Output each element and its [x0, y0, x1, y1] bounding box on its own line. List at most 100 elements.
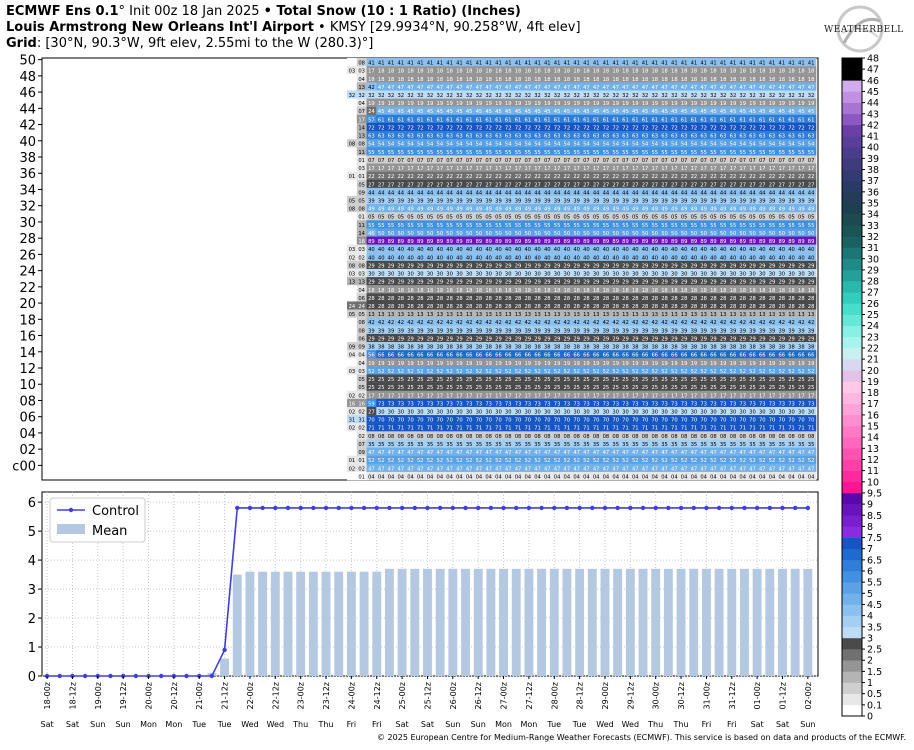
ensemble-cell [718, 66, 729, 75]
ensemble-cell-value: 29 [603, 280, 610, 286]
ensemble-cell [347, 471, 358, 481]
ensemble-cell-value: 61 [798, 117, 805, 123]
ensemble-cell [649, 66, 660, 75]
ensemble-cell-value: 22 [544, 174, 551, 180]
ensemble-cell-value: 39 [564, 198, 571, 204]
ensemble-cell-value: 25 [437, 385, 444, 391]
ensemble-cell-value: 30 [417, 409, 424, 415]
ensemble-cell-value: 27 [505, 182, 512, 188]
ensemble-cell-value: 39 [554, 198, 561, 204]
ensemble-cell-value: 18 [681, 288, 688, 294]
ensemble-cell [552, 155, 563, 164]
ensemble-cell-value: 45 [397, 109, 404, 115]
ensemble-cell [415, 139, 426, 148]
ensemble-cell-value: 25 [778, 385, 785, 391]
ensemble-cell-value: 40 [368, 255, 375, 261]
ensemble-cell-value: 19 [407, 101, 414, 107]
ensemble-cell-value: 55 [739, 223, 746, 229]
ensemble-cell-value: 61 [417, 117, 424, 123]
ensemble-cell-value: 35 [651, 442, 658, 448]
ensemble-cell-value: 61 [671, 117, 678, 123]
ensemble-cell-value: 17 [769, 393, 776, 399]
ensemble-cell-value: 30 [583, 272, 590, 278]
ensemble-cell [571, 90, 582, 99]
ensemble-cell [601, 106, 612, 116]
ensemble-cell-value: 29 [388, 336, 395, 342]
ensemble-cell-value: 42 [485, 320, 492, 326]
ensemble-cell-value: 22 [739, 174, 746, 180]
ensemble-cell [630, 66, 641, 75]
ensemble-cell [747, 90, 758, 99]
ensemble-cell-value: 18 [544, 77, 551, 83]
ensemble-cell-value: 17 [476, 393, 483, 399]
ensemble-cell [630, 74, 641, 83]
ensemble-cell [405, 106, 416, 116]
ensemble-cell-value: 28 [739, 296, 746, 302]
ensemble-cell-value: 32 [759, 93, 766, 99]
ensemble-cell-value: 38 [515, 345, 522, 351]
ensemble-cell-value: 29 [397, 280, 404, 286]
ensemble-cell [532, 131, 543, 140]
ensemble-cell [522, 139, 533, 148]
ensemble-cell-value: 17 [661, 166, 668, 172]
ensemble-cell-value: 38 [739, 345, 746, 351]
ensemble-cell [581, 122, 592, 132]
ensemble-cell [688, 106, 700, 116]
ensemble-cell-value: 49 [544, 207, 551, 213]
ensemble-cell-value: 70 [583, 418, 590, 424]
ensemble-cell-value: 47 [769, 85, 776, 91]
ensemble-cell [542, 139, 553, 148]
ensemble-cell-value: 39 [417, 328, 424, 334]
ensemble-cell-value: 72 [476, 125, 483, 131]
ensemble-cell-value: 17 [691, 393, 698, 399]
ensemble-cell-value: 52 [730, 458, 737, 464]
ensemble-cell-value: 25 [573, 377, 580, 383]
ensemble-cell-value: 19 [446, 101, 453, 107]
ensemble-cell [776, 147, 787, 156]
ensemble-cell-value: 50 [808, 231, 815, 237]
ensemble-cell-value: 30 [808, 272, 815, 278]
ensemble-cell-value: 44 [710, 190, 717, 196]
ensemble-cell-value: 41 [778, 61, 785, 67]
ensemble-cell-value: 49 [466, 207, 473, 213]
ensemble-cell-value: 45 [808, 109, 815, 115]
ensemble-cell-value: 13 [642, 312, 649, 318]
ensemble-cell-value: 35 [583, 442, 590, 448]
ensemble-cell-value: 19 [583, 361, 590, 367]
ensemble-cell-value: 63 [583, 134, 590, 140]
ensemble-cell [366, 82, 377, 91]
ensemble-cell [757, 90, 768, 99]
ensemble-cell-value: 04 [759, 474, 766, 480]
ensemble-cell [434, 106, 446, 116]
ensemble-cell-value: 63 [788, 134, 795, 140]
ensemble-cell [806, 131, 817, 140]
ensemble-cell-value: 35 [691, 442, 698, 448]
ensemble-cell-value: 54 [788, 142, 795, 148]
ensemble-cell-value: 17 [778, 393, 785, 399]
ensemble-cell-value: 40 [515, 255, 522, 261]
ensemble-cell-value: 39 [485, 198, 492, 204]
ensemble-cell-value: 52 [427, 458, 434, 464]
ensemble-cell-value: 40 [632, 247, 639, 253]
ensemble-cell [415, 131, 426, 140]
ensemble-cell-value: 19 [427, 361, 434, 367]
ensemble-cell-value: 32 [358, 93, 365, 99]
ensemble-cell-value: 25 [515, 385, 522, 391]
ensemble-cell [376, 114, 387, 124]
ensemble-cell-value: 55 [612, 223, 619, 229]
logo-swirl-icon [836, 5, 884, 53]
ensemble-cell-value: 27 [769, 182, 776, 188]
ensemble-cell [337, 463, 348, 473]
ensemble-cell-value: 39 [544, 198, 551, 204]
ensemble-cell [454, 90, 465, 99]
ensemble-cell-value: 55 [759, 223, 766, 229]
ensemble-cell-value: 29 [446, 280, 453, 286]
ensemble-cell-value: 47 [739, 450, 746, 456]
ensemble-cell-value: 49 [749, 207, 756, 213]
ensemble-cell-value: 38 [778, 345, 785, 351]
ensemble-cell-value: 04 [427, 474, 434, 480]
ensemble-cell-value: 29 [476, 263, 483, 269]
ensemble-cell-value: 28 [524, 304, 531, 310]
ensemble-cell [630, 98, 641, 107]
header-line-1: ECMWF Ens 0.1° Init 00z 18 Jan 2025 • To… [6, 4, 521, 20]
